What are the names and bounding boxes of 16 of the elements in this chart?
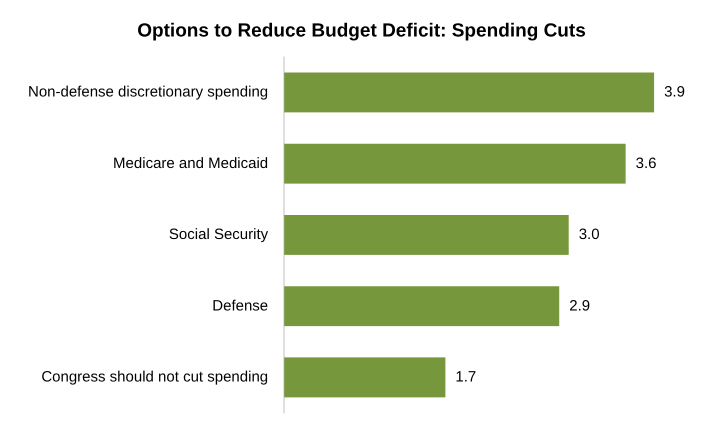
bar — [284, 72, 654, 112]
data-label: 3.0 — [578, 226, 600, 244]
bar — [284, 144, 626, 184]
y-tick-label: Congress should not cut spending — [41, 368, 268, 386]
bar — [284, 357, 446, 398]
y-tick-label: Medicare and Medicaid — [113, 154, 268, 172]
bar — [284, 214, 569, 255]
y-tick-label: Social Security — [168, 226, 269, 244]
data-label: 2.9 — [569, 297, 590, 314]
chart-title: Options to Reduce Budget Deficit: Spending Cuts — [137, 20, 586, 42]
bar — [284, 286, 560, 326]
y-tick-label: Defense — [212, 297, 268, 314]
data-label: 3.9 — [664, 84, 685, 101]
data-label: 1.7 — [455, 368, 476, 386]
data-label: 3.6 — [636, 154, 656, 172]
y-tick-label: Non-defense discretionary spending — [28, 84, 268, 101]
